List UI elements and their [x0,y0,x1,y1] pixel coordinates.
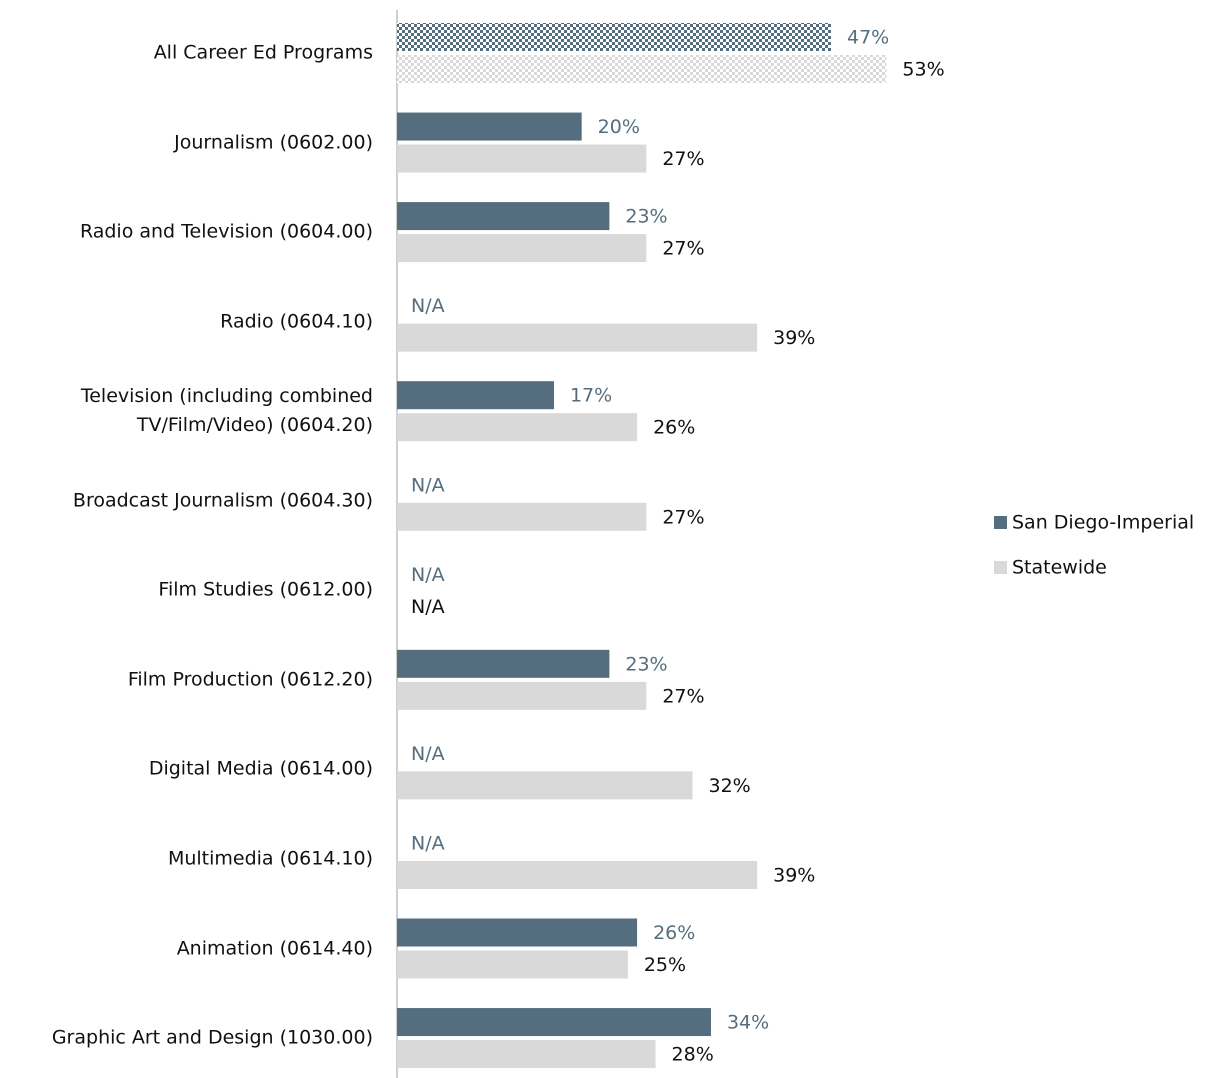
data-label: 47% [847,27,889,49]
category-label: All Career Ed Programs [153,41,373,64]
bar [397,234,647,263]
category-label: Television (including combined TV/Film/V… [80,385,373,437]
data-label: N/A [411,564,445,586]
bar [397,413,638,442]
data-label: 26% [653,417,695,439]
data-label: 34% [727,1012,769,1034]
data-label: 39% [773,864,815,886]
legend-label: Statewide [1012,557,1107,579]
data-label: N/A [411,474,445,496]
data-label: 26% [653,922,695,944]
data-label: N/A [411,295,445,317]
bar [397,23,831,51]
bar [397,381,554,410]
bar [397,1008,711,1037]
bar [397,950,628,979]
data-label: 27% [662,685,704,707]
data-label: 17% [570,385,612,407]
bar [397,323,758,352]
data-label: 53% [902,59,944,81]
category-label: Graphic Art and Design (1030.00) [51,1026,373,1049]
data-label: N/A [411,832,445,854]
data-label: 23% [625,653,667,675]
data-label: 32% [708,775,750,797]
category-label: Multimedia (0614.10) [167,847,373,870]
legend-swatch [994,561,1007,574]
category-label: Broadcast Journalism (0604.30) [72,489,373,512]
bar [397,649,610,678]
category-label: Radio and Television (0604.00) [79,220,373,243]
bar [397,502,647,531]
category-label: Animation (0614.40) [176,937,373,959]
bar [397,860,758,889]
bar [397,918,638,947]
bar [397,681,647,710]
bar [397,1040,656,1069]
legend-label: San Diego-Imperial [1012,512,1194,534]
bar [397,112,582,141]
category-label: Journalism (0602.00) [174,131,373,154]
data-label: 20% [598,116,640,138]
category-label: Film Studies (0612.00) [158,578,373,601]
data-label: 23% [625,206,667,228]
data-label: 39% [773,327,815,349]
bar [397,55,887,83]
bar [397,202,610,231]
data-label: 25% [644,954,686,976]
category-label: Film Production (0612.20) [127,668,373,691]
category-label: Digital Media (0614.00) [148,757,373,780]
data-label: N/A [411,743,445,765]
data-label: 27% [662,506,704,528]
bar [397,144,647,173]
data-label: 27% [662,148,704,170]
bar [397,771,693,800]
legend-swatch [994,516,1007,529]
data-label: 27% [662,238,704,260]
data-label: N/A [411,596,445,618]
category-label: Radio (0604.10) [220,310,373,333]
data-label: 28% [672,1044,714,1066]
